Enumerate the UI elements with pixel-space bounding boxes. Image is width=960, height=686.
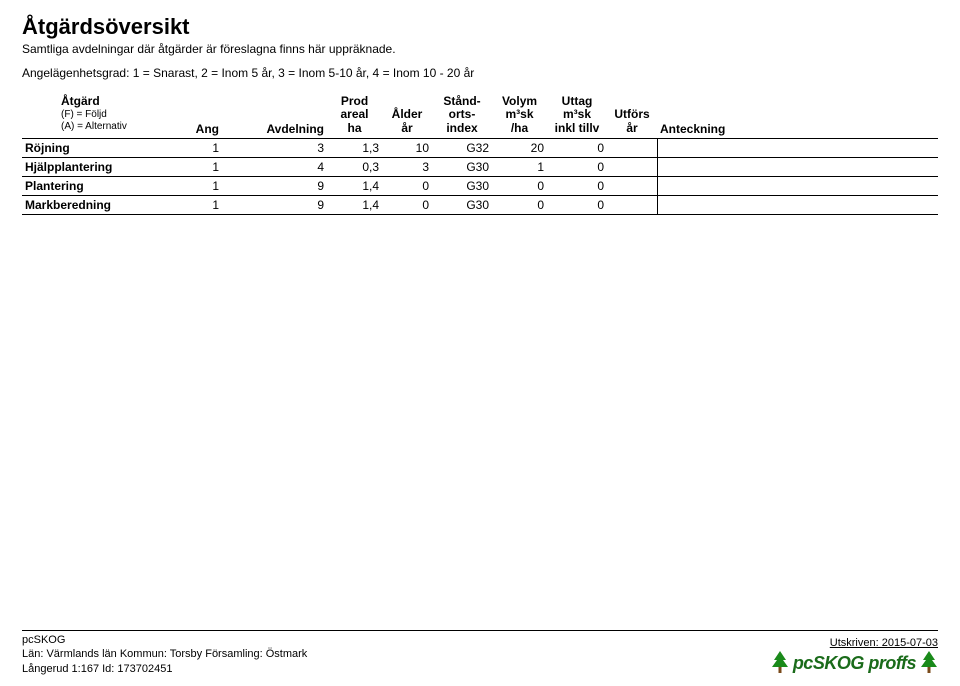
cell-avdelning: 9 bbox=[222, 196, 327, 214]
col-header-anteckning-label: Anteckning bbox=[660, 122, 935, 136]
col-header-stand-l3: index bbox=[435, 122, 489, 136]
cell-uttag: 0 bbox=[547, 177, 607, 195]
cell-avdelning: 9 bbox=[222, 177, 327, 195]
col-header-alder-l1: Ålder bbox=[385, 108, 429, 122]
col-header-volym: Volym m³sk /ha bbox=[492, 94, 547, 136]
cell-utfors bbox=[607, 139, 657, 157]
footer-id-line: Långerud 1:167 Id: 173702451 bbox=[22, 662, 307, 676]
col-header-atgard-sub1: (F) = Följd bbox=[61, 109, 107, 120]
cell-utfors bbox=[607, 196, 657, 214]
footer-logo-text: pcSKOG proffs bbox=[793, 653, 916, 674]
page: Åtgärdsöversikt Samtliga avdelningar där… bbox=[0, 0, 960, 686]
cell-prod: 1,4 bbox=[327, 196, 382, 214]
cell-stand: G30 bbox=[432, 196, 492, 214]
col-header-prod: Prod areal ha bbox=[327, 94, 382, 136]
cell-anteckning bbox=[657, 139, 938, 157]
cell-alder: 10 bbox=[382, 139, 432, 157]
cell-ang: 1 bbox=[182, 177, 222, 195]
cell-volym: 0 bbox=[492, 196, 547, 214]
col-header-stand: Stånd- orts- index bbox=[432, 94, 492, 136]
col-header-utfors: Utförs år bbox=[607, 94, 657, 136]
col-header-alder: Ålder år bbox=[382, 94, 432, 136]
col-header-uttag-l1: Uttag bbox=[550, 95, 604, 109]
page-footer: pcSKOG Län: Värmlands län Kommun: Torsby… bbox=[22, 630, 938, 676]
col-header-alder-l2: år bbox=[385, 122, 429, 136]
cell-anteckning bbox=[657, 177, 938, 195]
col-header-atgard-label: Åtgärd bbox=[61, 94, 100, 108]
col-header-volym-l3: /ha bbox=[495, 122, 544, 136]
cell-prod: 0,3 bbox=[327, 158, 382, 176]
table-row: Markberedning191,40G3000 bbox=[22, 196, 938, 215]
page-subtitle: Samtliga avdelningar där åtgärder är för… bbox=[22, 42, 938, 56]
cell-alder: 0 bbox=[382, 196, 432, 214]
col-header-avdelning-label: Avdelning bbox=[225, 122, 324, 136]
cell-stand: G30 bbox=[432, 158, 492, 176]
footer-right: Utskriven: 2015-07-03 pcSKOG proffs bbox=[771, 637, 938, 676]
cell-anteckning bbox=[657, 158, 938, 176]
col-header-atgard-sub2: (A) = Alternativ bbox=[61, 121, 127, 132]
cell-prod: 1,4 bbox=[327, 177, 382, 195]
cell-volym: 1 bbox=[492, 158, 547, 176]
cell-utfors bbox=[607, 177, 657, 195]
col-header-ang: Ang bbox=[182, 94, 222, 136]
tree-icon bbox=[920, 651, 938, 676]
col-header-anteckning: Anteckning bbox=[657, 94, 938, 136]
footer-left: pcSKOG Län: Värmlands län Kommun: Torsby… bbox=[22, 633, 307, 676]
col-header-utfors-l1: Utförs bbox=[610, 108, 654, 122]
col-header-prod-l3: ha bbox=[330, 122, 379, 136]
table-body: Röjning131,310G32200Hjälpplantering140,3… bbox=[22, 139, 938, 215]
cell-volym: 0 bbox=[492, 177, 547, 195]
col-header-uttag-l2: m³sk bbox=[550, 108, 604, 122]
page-title: Åtgärdsöversikt bbox=[22, 14, 938, 40]
col-header-avdelning: Avdelning bbox=[222, 94, 327, 136]
cell-avdelning: 4 bbox=[222, 158, 327, 176]
table-row: Hjälpplantering140,33G3010 bbox=[22, 158, 938, 177]
cell-anteckning bbox=[657, 196, 938, 214]
cell-ang: 1 bbox=[182, 158, 222, 176]
cell-prod: 1,3 bbox=[327, 139, 382, 157]
cell-avdelning: 3 bbox=[222, 139, 327, 157]
col-header-prod-l2: areal bbox=[330, 108, 379, 122]
col-header-utfors-l2: år bbox=[610, 122, 654, 136]
table-row: Röjning131,310G32200 bbox=[22, 139, 938, 158]
table-row: Plantering191,40G3000 bbox=[22, 177, 938, 196]
cell-alder: 0 bbox=[382, 177, 432, 195]
cell-ang: 1 bbox=[182, 139, 222, 157]
col-header-ang-label: Ang bbox=[185, 122, 219, 136]
col-header-uttag-l3: inkl tillv bbox=[550, 122, 604, 136]
cell-uttag: 0 bbox=[547, 139, 607, 157]
col-header-uttag: Uttag m³sk inkl tillv bbox=[547, 94, 607, 136]
priority-legend: Angelägenhetsgrad: 1 = Snarast, 2 = Inom… bbox=[22, 66, 938, 80]
cell-alder: 3 bbox=[382, 158, 432, 176]
tree-icon bbox=[771, 651, 789, 676]
cell-ang: 1 bbox=[182, 196, 222, 214]
cell-atgard: Röjning bbox=[22, 139, 182, 157]
cell-stand: G32 bbox=[432, 139, 492, 157]
cell-utfors bbox=[607, 158, 657, 176]
col-header-volym-l2: m³sk bbox=[495, 108, 544, 122]
footer-logo: pcSKOG proffs bbox=[771, 651, 938, 676]
cell-volym: 20 bbox=[492, 139, 547, 157]
cell-uttag: 0 bbox=[547, 158, 607, 176]
cell-atgard: Markberedning bbox=[22, 196, 182, 214]
footer-app-name: pcSKOG bbox=[22, 633, 307, 647]
cell-atgard: Plantering bbox=[22, 177, 182, 195]
table-header-row: Åtgärd (F) = Följd (A) = Alternativ Ang … bbox=[22, 94, 938, 139]
cell-atgard: Hjälpplantering bbox=[22, 158, 182, 176]
col-header-stand-l1: Stånd- bbox=[435, 95, 489, 109]
footer-printed-date: Utskriven: 2015-07-03 bbox=[771, 637, 938, 649]
cell-stand: G30 bbox=[432, 177, 492, 195]
col-header-atgard: Åtgärd (F) = Följd (A) = Alternativ bbox=[22, 94, 182, 136]
col-header-prod-l1: Prod bbox=[330, 95, 379, 109]
footer-location-line: Län: Värmlands län Kommun: Torsby Försam… bbox=[22, 647, 307, 661]
cell-uttag: 0 bbox=[547, 196, 607, 214]
col-header-stand-l2: orts- bbox=[435, 108, 489, 122]
col-header-volym-l1: Volym bbox=[495, 95, 544, 109]
